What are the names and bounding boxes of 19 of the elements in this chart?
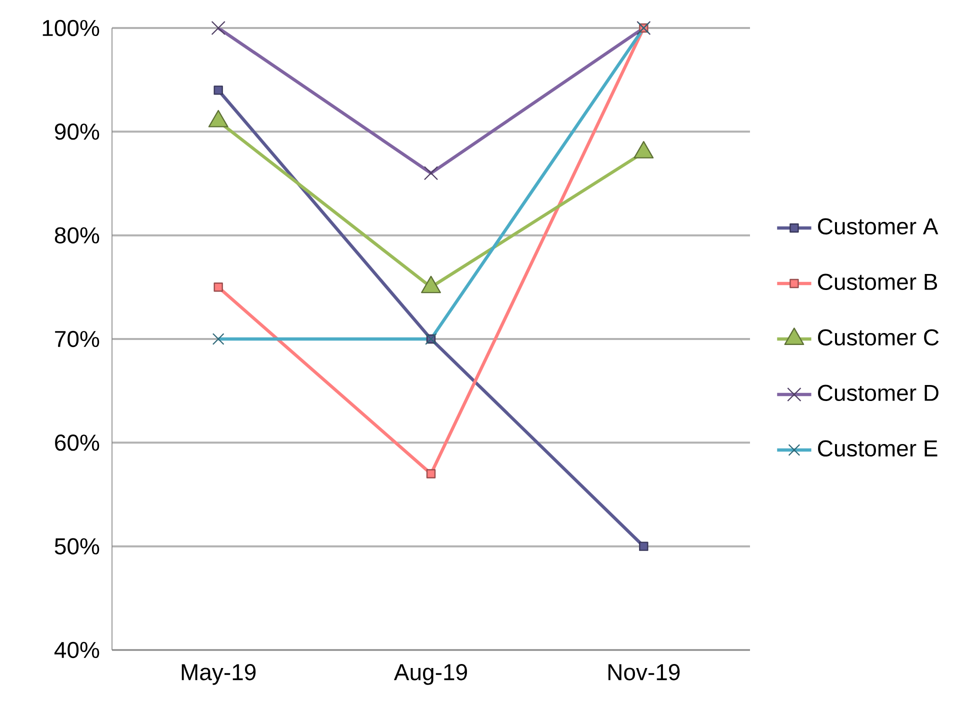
legend-label: Customer D [818,384,938,402]
y-tick-label: 60% [55,434,100,451]
legend-label: Customer C [818,329,939,346]
point [639,542,648,551]
y-tick-label: 100% [42,20,100,36]
x-tick-label: Nov-19 [608,664,680,680]
y-tick-label: 40% [54,642,100,658]
legend-label: Customer E [818,440,938,457]
x-tick-label: Aug-19 [394,664,467,685]
legend-label: Customer B [818,274,938,290]
x-tick-label: May-19 [182,664,256,685]
point [214,282,223,292]
y-tick-label: 50% [54,538,100,554]
legend-label: Customer A [818,218,938,235]
y-tick-label: 90% [54,124,100,140]
y-tick-label: 70% [55,330,100,348]
point [426,469,436,478]
point [214,86,223,95]
y-tick-label: 80% [54,227,100,244]
